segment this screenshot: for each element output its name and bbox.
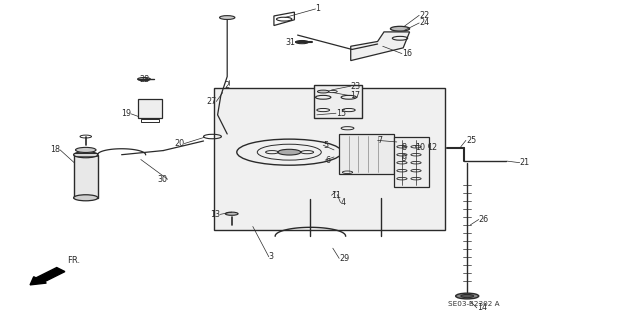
Text: 15: 15	[336, 109, 346, 118]
Ellipse shape	[390, 26, 410, 31]
Bar	[141, 119, 159, 122]
Ellipse shape	[278, 149, 301, 155]
Text: 20: 20	[174, 139, 184, 148]
Ellipse shape	[74, 152, 98, 158]
Text: 16: 16	[402, 49, 412, 58]
Text: 18: 18	[50, 145, 60, 154]
Ellipse shape	[74, 195, 98, 201]
Bar	[394, 137, 429, 187]
Ellipse shape	[456, 293, 479, 299]
Text: 5: 5	[323, 141, 328, 150]
Text: 26: 26	[479, 215, 489, 224]
Text: 17: 17	[350, 91, 360, 100]
Bar	[74, 155, 98, 198]
Text: 25: 25	[466, 136, 476, 145]
Text: 10: 10	[415, 143, 425, 152]
Text: 29: 29	[339, 254, 349, 263]
Text: 6: 6	[325, 156, 330, 165]
FancyArrow shape	[30, 268, 65, 285]
Text: 4: 4	[340, 198, 346, 207]
Text: 7: 7	[378, 136, 383, 145]
Polygon shape	[351, 32, 410, 61]
Text: 11: 11	[332, 191, 342, 200]
Text: 23: 23	[351, 82, 361, 91]
Ellipse shape	[220, 16, 235, 19]
Text: 1: 1	[316, 4, 321, 13]
Bar	[138, 99, 162, 118]
Text: 31: 31	[285, 38, 296, 47]
Ellipse shape	[76, 147, 96, 152]
Text: 13: 13	[210, 210, 220, 219]
Bar	[314, 85, 362, 118]
Text: 19: 19	[121, 109, 131, 118]
Text: 21: 21	[520, 158, 530, 167]
Text: 14: 14	[477, 303, 487, 312]
Text: 30: 30	[157, 175, 168, 184]
Text: 9: 9	[402, 154, 407, 163]
Bar	[214, 88, 445, 230]
Ellipse shape	[296, 41, 308, 44]
Text: 28: 28	[140, 75, 150, 84]
Text: SE03-B2302 A: SE03-B2302 A	[448, 301, 500, 307]
Text: 12: 12	[428, 143, 438, 152]
Ellipse shape	[225, 212, 238, 215]
Text: 3: 3	[269, 252, 274, 261]
Text: FR.: FR.	[67, 256, 81, 265]
Ellipse shape	[138, 78, 150, 81]
Text: 24: 24	[419, 19, 429, 27]
Text: 2: 2	[224, 81, 229, 90]
Bar	[339, 134, 394, 174]
Text: 8: 8	[402, 143, 407, 152]
Ellipse shape	[317, 90, 329, 93]
Ellipse shape	[461, 294, 474, 298]
Text: 22: 22	[419, 11, 429, 20]
Text: 27: 27	[206, 97, 216, 106]
